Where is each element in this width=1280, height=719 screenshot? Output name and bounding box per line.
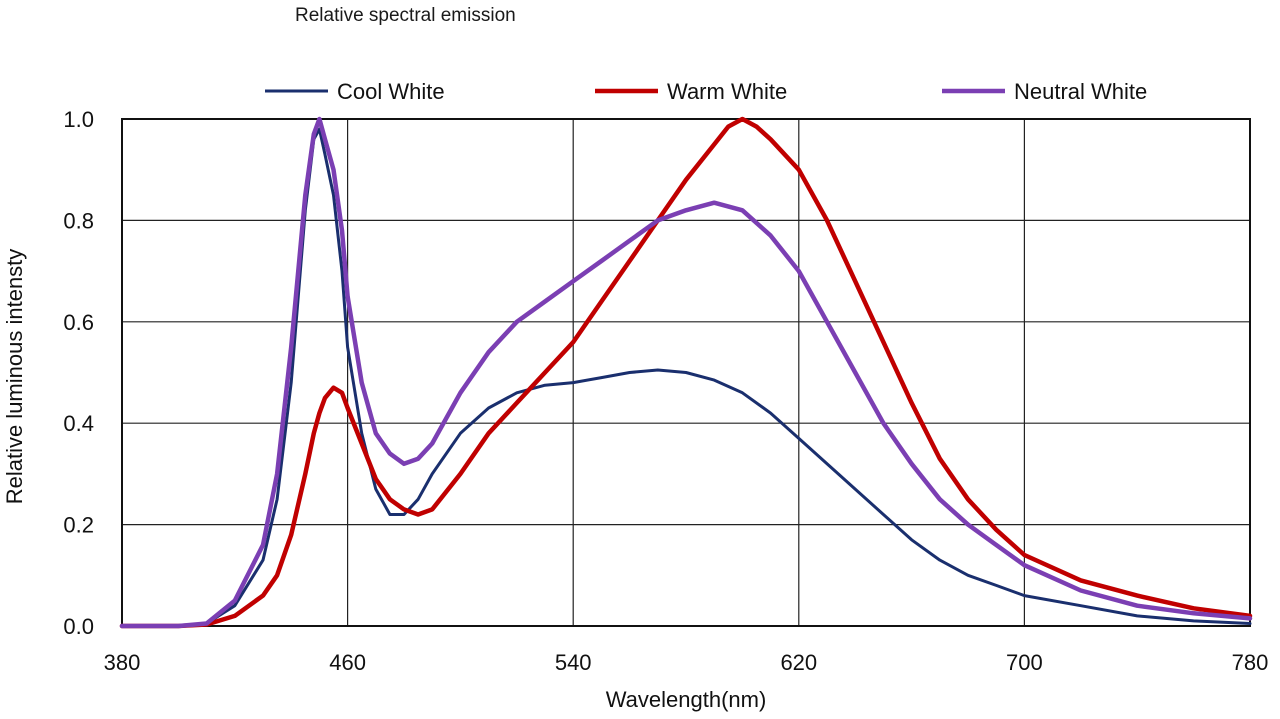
x-axis-label: Wavelength(nm) <box>606 687 767 712</box>
y-tick-label: 1.0 <box>63 107 94 132</box>
chart-title: Relative spectral emission <box>295 5 516 26</box>
y-axis-label: Relative luminous intensty <box>2 249 27 505</box>
x-tick-label: 780 <box>1232 650 1269 675</box>
y-tick-label: 0.0 <box>63 614 94 639</box>
x-tick-label: 700 <box>1006 650 1043 675</box>
y-tick-labels: 0.0 0.2 0.4 0.6 0.8 1.0 <box>63 107 94 639</box>
series-line-warm-white <box>119 116 1253 629</box>
legend-label: Warm White <box>667 79 787 104</box>
x-tick-label: 620 <box>780 650 817 675</box>
x-tick-label: 460 <box>329 650 366 675</box>
series-layer <box>119 116 1253 629</box>
x-tick-label: 380 <box>104 650 141 675</box>
series-line-cool-white <box>120 127 1252 628</box>
legend-label: Neutral White <box>1014 79 1147 104</box>
y-tick-label: 0.8 <box>63 208 94 233</box>
legend: Cool White Warm White Neutral White <box>265 79 1147 104</box>
plot-frame <box>121 118 1251 627</box>
y-tick-label: 0.6 <box>63 310 94 335</box>
legend-label: Cool White <box>337 79 445 104</box>
x-tick-label: 540 <box>555 650 592 675</box>
series-line-neutral-white <box>119 116 1253 629</box>
x-tick-labels: 380 460 540 620 700 780 <box>104 650 1269 675</box>
y-tick-label: 0.2 <box>63 513 94 538</box>
y-tick-label: 0.4 <box>63 411 94 436</box>
